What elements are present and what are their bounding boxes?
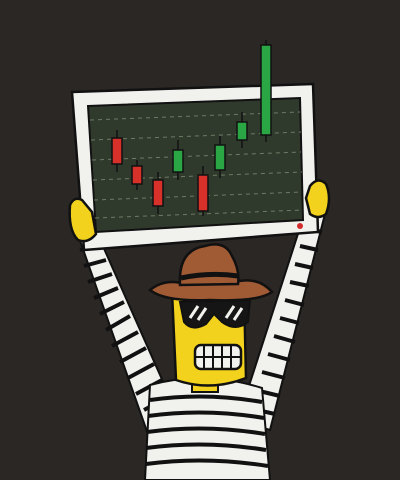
candle [197, 174, 209, 212]
hat [147, 243, 274, 302]
sunglasses [178, 298, 252, 329]
body [143, 377, 272, 480]
candle [172, 149, 184, 173]
candles [111, 40, 272, 216]
candle [152, 179, 164, 207]
candle [236, 121, 248, 141]
candle [260, 44, 272, 136]
candle [111, 137, 123, 165]
left-hand [68, 197, 98, 243]
candle [131, 165, 143, 185]
monitor [70, 82, 320, 252]
teeth [193, 343, 243, 371]
power-light [297, 223, 303, 229]
candle [214, 144, 226, 171]
right-hand [304, 179, 331, 219]
